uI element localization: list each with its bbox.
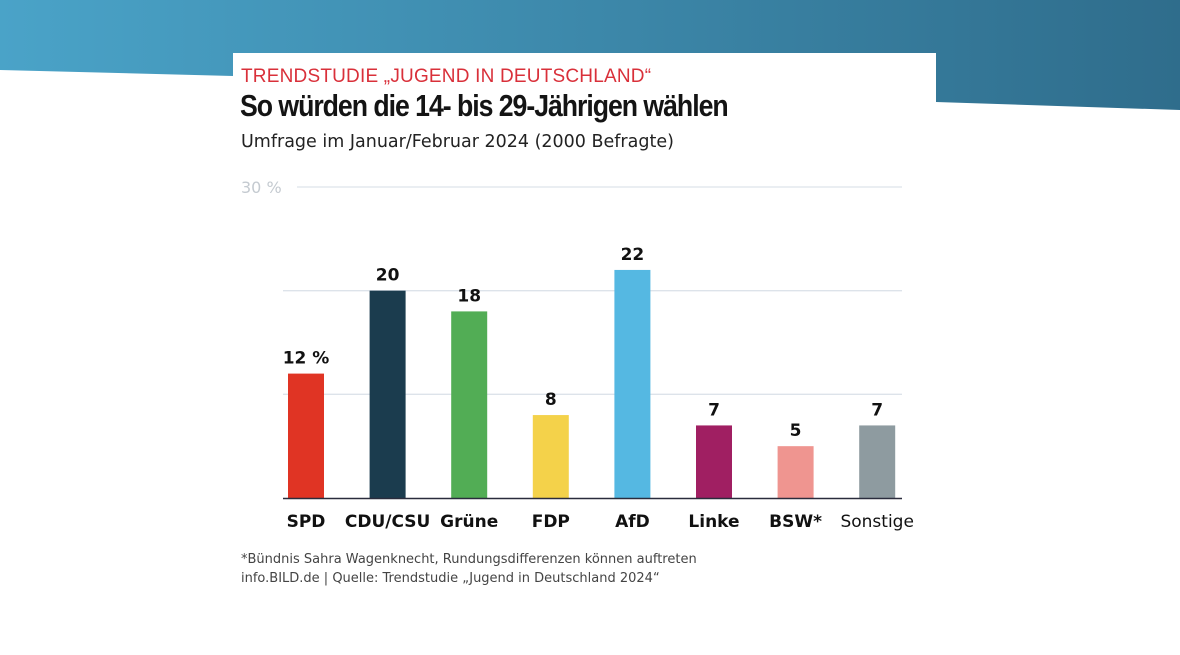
bar-bsw [777, 446, 814, 498]
bar-afd [614, 269, 651, 498]
category-labels: SPD CDU/CSU Grüne FDP AfD Linke BSW* Sonstige [287, 512, 914, 532]
source-line: info.BILD.de | Quelle: Trendstudie „Juge… [241, 571, 660, 586]
bar-spd [288, 373, 324, 498]
category-label: SPD [287, 512, 326, 532]
y-tick-labels: 30 % [241, 178, 282, 197]
value-label: 22 [621, 245, 645, 265]
bar-gr-ne [451, 311, 488, 498]
bar-sonstige [859, 425, 896, 498]
background-band [0, 0, 1180, 110]
bar-fdp [532, 415, 569, 498]
chart-card [233, 53, 936, 613]
bars [288, 269, 896, 498]
value-label: 18 [457, 286, 481, 306]
category-label: Grüne [440, 512, 498, 532]
value-label: 8 [545, 390, 557, 410]
chart-title: So würden die 14- bis 29-Jährigen wählen [240, 88, 729, 123]
category-label: BSW* [769, 512, 822, 532]
category-label: FDP [532, 512, 570, 532]
category-label: Sonstige [840, 512, 913, 532]
value-label: 7 [871, 400, 883, 420]
value-label: 20 [376, 266, 400, 286]
value-label: 7 [708, 400, 720, 420]
chart-kicker: TRENDSTUDIE „JUGEND IN DEUTSCHLAND“ [241, 66, 652, 87]
category-label: AfD [615, 512, 650, 532]
category-label: CDU/CSU [345, 512, 430, 532]
bar-cdu-csu [369, 290, 406, 498]
category-label: Linke [688, 512, 739, 532]
value-label: 5 [790, 421, 802, 441]
value-label: 12 % [283, 349, 330, 369]
bar-linke [696, 425, 732, 498]
y-tick-label: 30 % [241, 178, 282, 197]
chart-subtitle: Umfrage im Januar/Februar 2024 (2000 Bef… [241, 132, 674, 152]
footnote: *Bündnis Sahra Wagenknecht, Rundungsdiff… [241, 552, 697, 567]
value-labels: 12 % 20 18 8 22 7 5 7 [283, 245, 883, 441]
